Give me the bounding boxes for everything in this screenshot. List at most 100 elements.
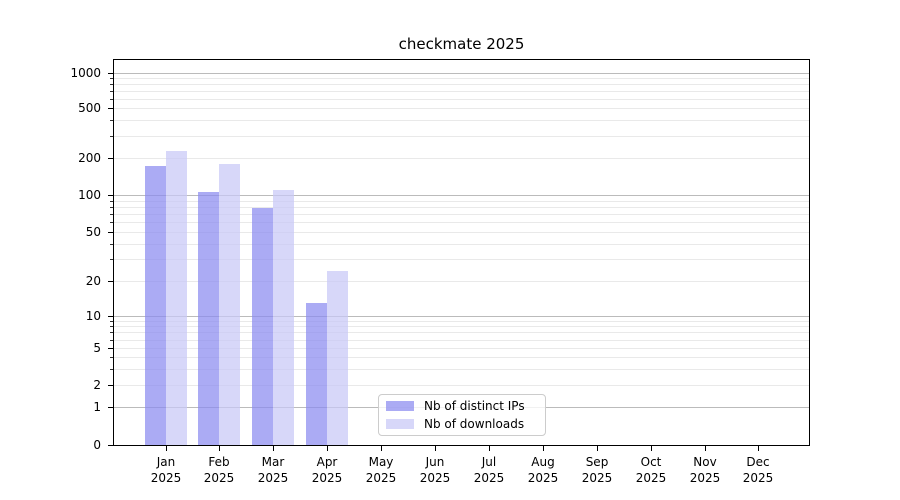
y-minor-tick-mark (110, 369, 113, 370)
y-tick-label: 100 (78, 188, 101, 202)
gridline-minor (114, 332, 809, 333)
bar-nb-of-downloads-mar (273, 190, 294, 445)
x-tick-label: Dec 2025 (731, 454, 785, 486)
x-tick-year: 2025 (527, 471, 559, 485)
x-tick-year: 2025 (581, 471, 613, 485)
y-minor-tick-mark (110, 321, 113, 322)
gridline-minor (114, 214, 809, 215)
gridline-minor (114, 281, 809, 282)
y-tick-label: 500 (78, 101, 101, 115)
legend: Nb of distinct IPs Nb of downloads (378, 394, 546, 436)
y-tick-label: 50 (85, 225, 101, 239)
x-tick-mark (435, 446, 436, 451)
legend-swatch-nb-of-downloads (386, 419, 414, 429)
gridline-minor (114, 244, 809, 245)
y-minor-tick-mark (110, 332, 113, 333)
bar-nb-of-downloads-feb (219, 164, 240, 445)
y-tick-label: 1 (93, 400, 101, 414)
x-tick-label: Feb 2025 (192, 454, 246, 486)
x-tick-year: 2025 (150, 471, 182, 485)
y-tick-mark (108, 281, 113, 282)
gridline-major (114, 73, 809, 74)
gridline-major (114, 316, 809, 317)
x-tick-label: May 2025 (354, 454, 408, 486)
x-tick-month: Dec (746, 455, 770, 469)
gridline-minor (114, 340, 809, 341)
bar-nb-of-downloads-apr (327, 271, 348, 445)
x-tick-month: Feb (208, 455, 230, 469)
x-tick-mark (597, 446, 598, 451)
y-minor-tick-mark (110, 99, 113, 100)
y-tick-mark (108, 158, 113, 159)
x-tick-year: 2025 (689, 471, 721, 485)
x-tick-month: Jul (481, 455, 497, 469)
x-tick-year: 2025 (742, 471, 774, 485)
y-tick-mark (108, 385, 113, 386)
y-tick-mark (108, 108, 113, 109)
y-tick-label: 10 (85, 309, 101, 323)
gridline-minor (114, 120, 809, 121)
gridline-minor (114, 201, 809, 202)
legend-label-nb-of-distinct-ips: Nb of distinct IPs (424, 399, 525, 413)
y-minor-tick-mark (110, 201, 113, 202)
x-tick-mark (381, 446, 382, 451)
y-tick-mark (108, 232, 113, 233)
gridline-minor (114, 385, 809, 386)
x-tick-mark (166, 446, 167, 451)
y-tick-label: 1000 (70, 66, 101, 80)
x-tick-mark (705, 446, 706, 451)
y-minor-tick-mark (110, 214, 113, 215)
gridline-minor (114, 78, 809, 79)
x-tick-label: Mar 2025 (246, 454, 300, 486)
bar-nb-of-distinct-ips-mar (252, 208, 273, 445)
bar-nb-of-downloads-jan (166, 151, 187, 445)
gridline-minor (114, 321, 809, 322)
gridline-minor (114, 207, 809, 208)
legend-entry-nb-of-downloads: Nb of downloads (386, 415, 537, 433)
x-tick-mark (273, 446, 274, 451)
bar-nb-of-distinct-ips-jan (145, 166, 166, 445)
y-minor-tick-mark (110, 222, 113, 223)
x-tick-year: 2025 (635, 471, 667, 485)
x-tick-label: Jan 2025 (139, 454, 193, 486)
gridline-minor (114, 369, 809, 370)
x-tick-mark (543, 446, 544, 451)
x-tick-year: 2025 (473, 471, 505, 485)
y-tick-mark (108, 407, 113, 408)
x-tick-month: Apr (316, 455, 338, 469)
legend-entry-nb-of-distinct-ips: Nb of distinct IPs (386, 397, 537, 415)
y-minor-tick-mark (110, 244, 113, 245)
x-tick-month: May (368, 455, 394, 469)
y-minor-tick-mark (110, 84, 113, 85)
gridline-minor (114, 259, 809, 260)
x-tick-month: Jun (425, 455, 445, 469)
y-tick-mark (108, 445, 113, 446)
gridline-minor (114, 222, 809, 223)
gridline-minor (114, 158, 809, 159)
x-tick-month: Nov (693, 455, 717, 469)
x-tick-year: 2025 (365, 471, 397, 485)
x-tick-month: Mar (261, 455, 285, 469)
x-tick-label: Aug 2025 (516, 454, 570, 486)
y-tick-label: 2 (93, 378, 101, 392)
x-tick-label: Sep 2025 (570, 454, 624, 486)
y-minor-tick-mark (110, 136, 113, 137)
x-tick-label: Oct 2025 (624, 454, 678, 486)
x-tick-label: Jul 2025 (462, 454, 516, 486)
legend-label-nb-of-downloads: Nb of downloads (424, 417, 525, 431)
gridline-minor (114, 99, 809, 100)
y-minor-tick-mark (110, 120, 113, 121)
legend-swatch-nb-of-distinct-ips (386, 401, 414, 411)
y-tick-mark (108, 348, 113, 349)
x-tick-month: Jan (156, 455, 176, 469)
gridline-minor (114, 232, 809, 233)
x-tick-mark (219, 446, 220, 451)
gridline-minor (114, 348, 809, 349)
x-tick-mark (489, 446, 490, 451)
x-tick-mark (651, 446, 652, 451)
x-tick-mark (758, 446, 759, 451)
y-minor-tick-mark (110, 326, 113, 327)
